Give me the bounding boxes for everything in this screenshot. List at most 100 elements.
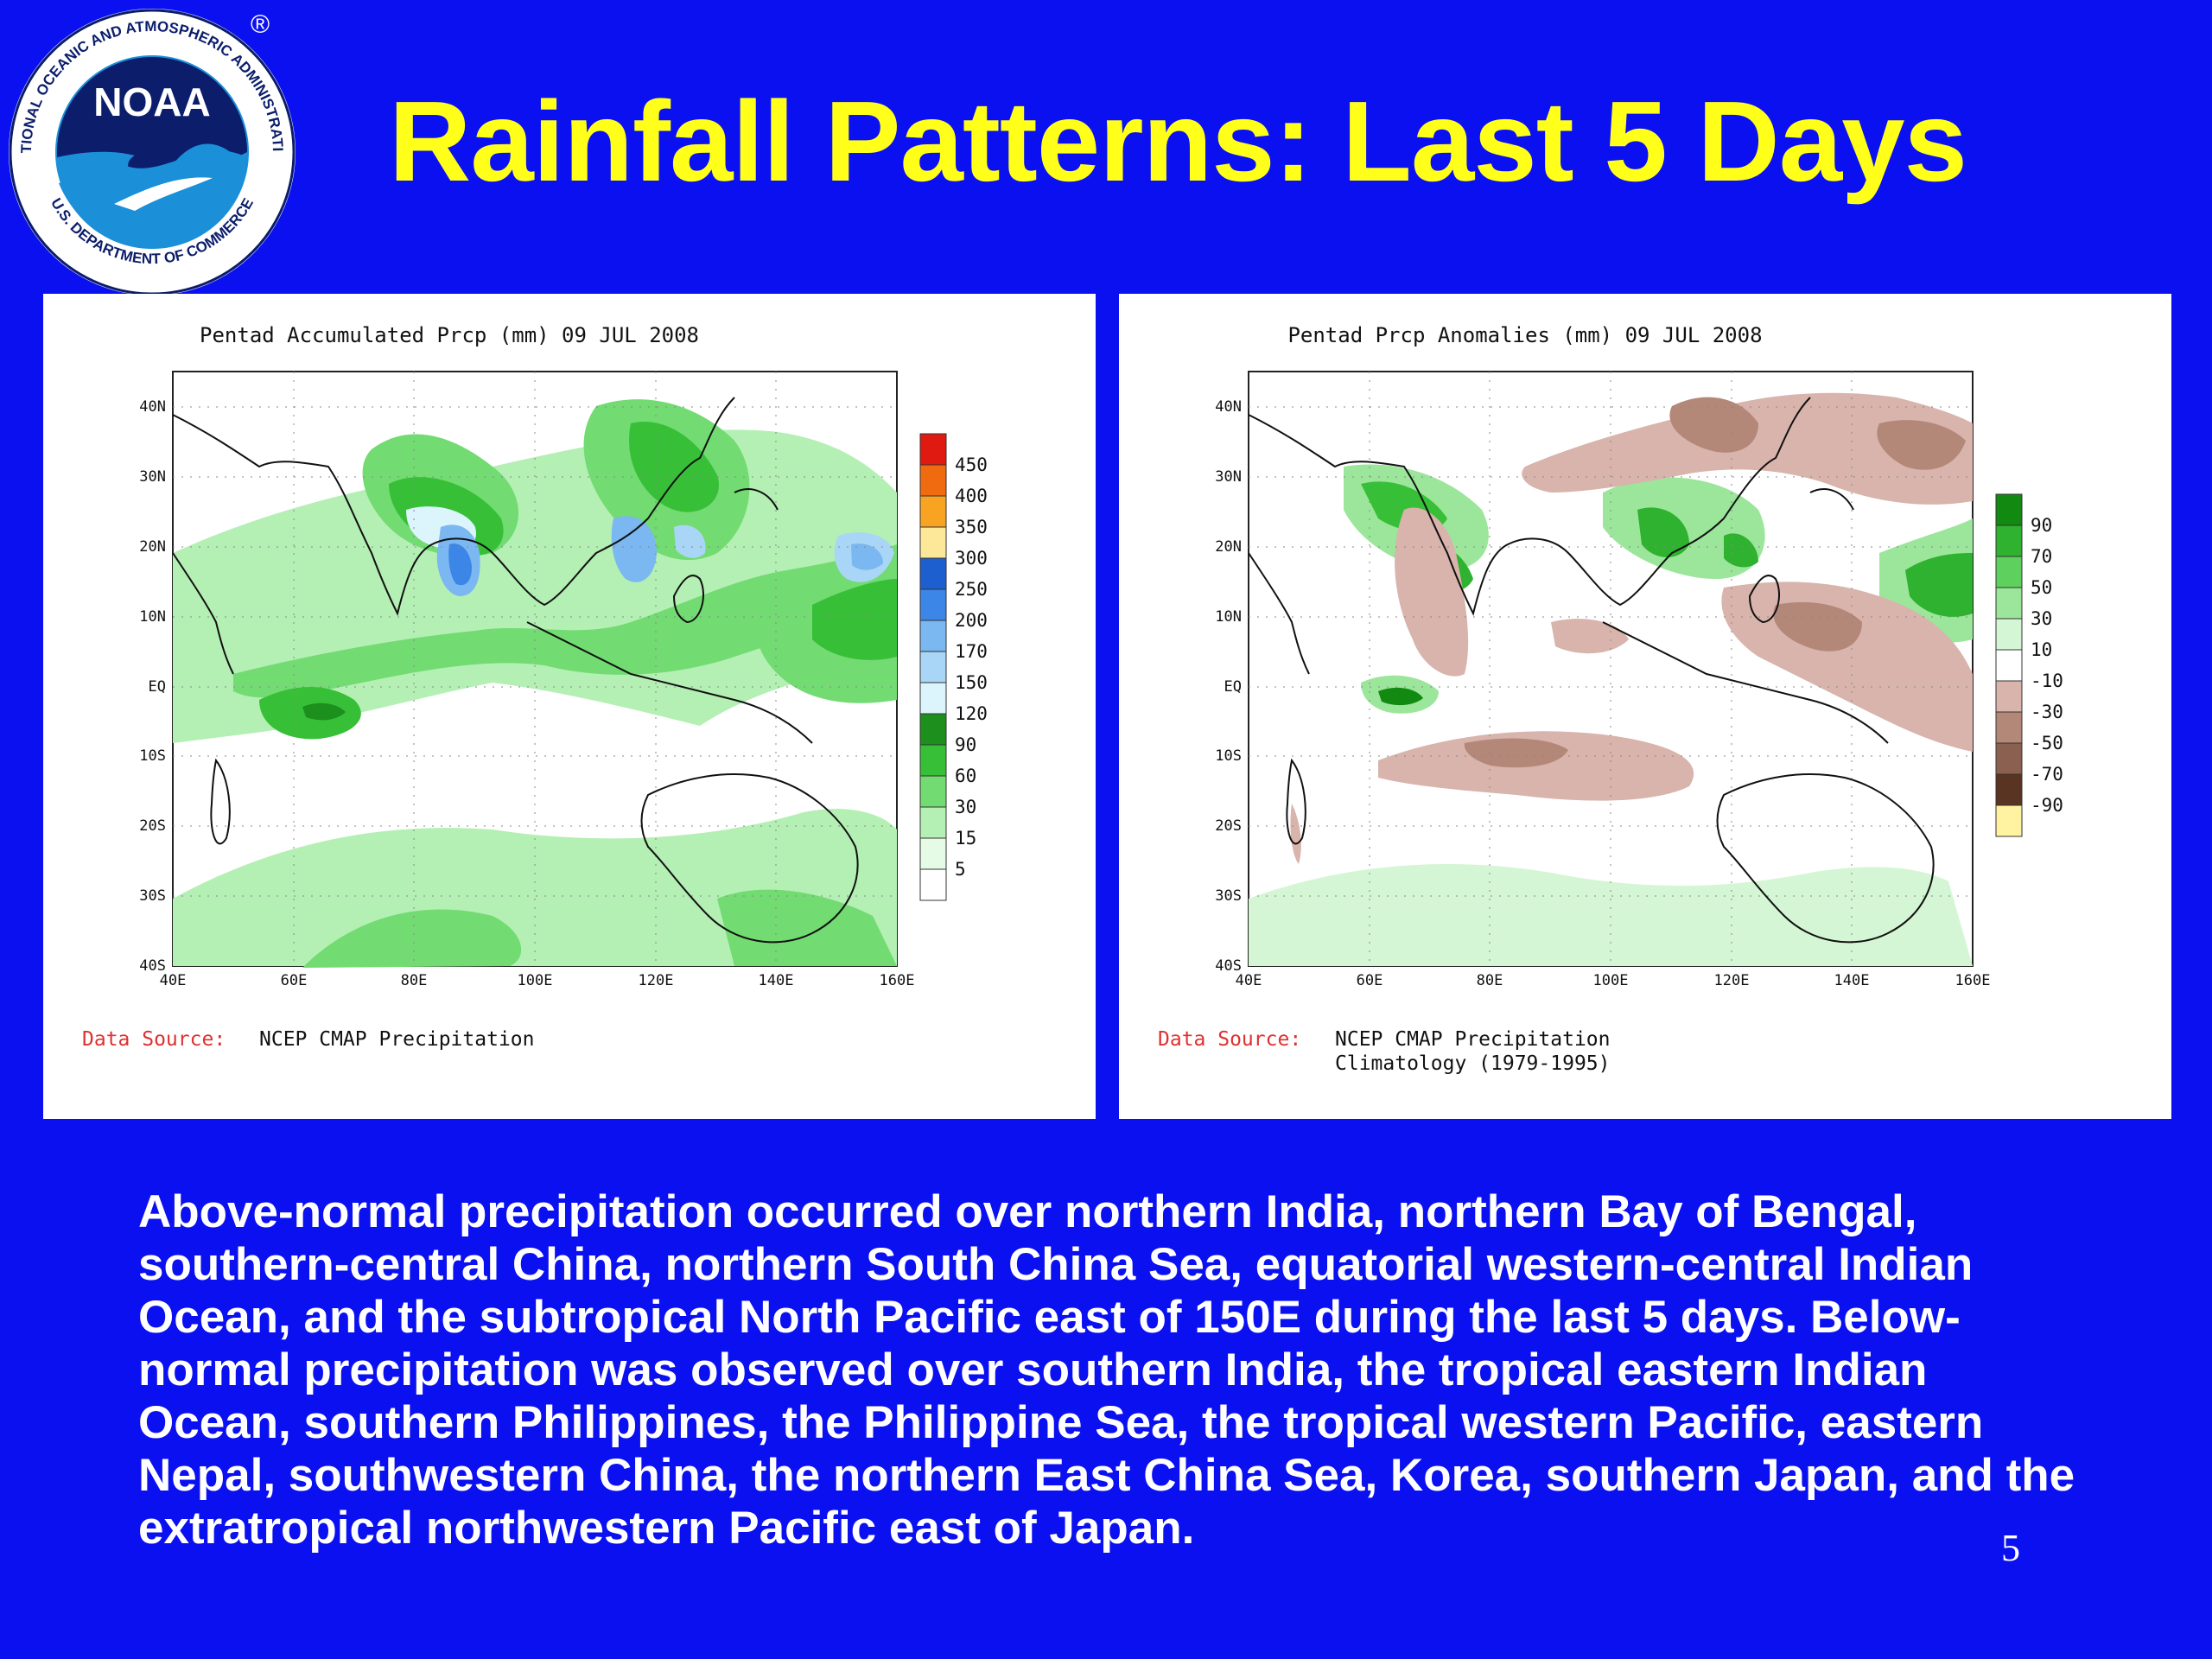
map-title: Pentad Prcp Anomalies (mm) 09 JUL 2008 <box>1287 323 1762 347</box>
coastlines <box>1248 397 1935 944</box>
precip-shading <box>173 399 897 968</box>
colorbar-swatch <box>919 588 947 621</box>
colorbar-swatch <box>919 868 947 901</box>
colorbar-swatch <box>919 713 947 746</box>
colorbar-label: 300 <box>955 548 988 569</box>
lat-tick: 10N <box>139 608 166 626</box>
lat-tick: 20S <box>139 817 166 835</box>
lat-tick: 10S <box>139 747 166 765</box>
colorbar-label: 90 <box>2031 515 2052 536</box>
colorbar-swatch <box>1995 680 2023 713</box>
colorbar-swatch <box>919 837 947 870</box>
lat-tick: 10N <box>1215 608 1242 626</box>
colorbar-label: -90 <box>2031 795 2063 816</box>
registered-mark: ® <box>251 10 270 39</box>
lat-tick: 40S <box>139 957 166 975</box>
lon-tick: 120E <box>1714 972 1750 989</box>
lon-tick: 100E <box>518 972 553 989</box>
colorbar-swatch <box>1995 587 2023 620</box>
lat-tick: 30N <box>1215 468 1242 486</box>
colorbar-label: -50 <box>2031 733 2063 753</box>
page-title: Rainfall Patterns: Last 5 Days <box>389 78 1967 205</box>
lat-tick: 10S <box>1215 747 1242 765</box>
colorbar-swatch <box>1995 618 2023 651</box>
colorbar-label: 30 <box>955 797 976 817</box>
colorbar-label: 5 <box>955 859 966 880</box>
lon-tick: 160E <box>1955 972 1991 989</box>
colorbar-label: 250 <box>955 579 988 600</box>
climatology-note: Climatology (1979-1995) <box>1335 1052 1611 1075</box>
lat-axis-labels: 40N 30N 20N 10N EQ 10S 20S 30S 40S <box>1215 398 1242 975</box>
lat-tick: 40S <box>1215 957 1242 975</box>
lon-tick: 80E <box>1477 972 1503 989</box>
data-source-value: NCEP CMAP Precipitation <box>1335 1028 1611 1051</box>
data-source-value: NCEP CMAP Precipitation <box>259 1028 535 1051</box>
colorbar-swatch <box>919 744 947 777</box>
lat-axis-labels: 40N 30N 20N 10N EQ 10S 20S 30S 40S <box>139 398 166 975</box>
lat-tick: 40N <box>139 398 166 416</box>
colorbar-swatch <box>1995 556 2023 588</box>
colorbar-label: 120 <box>955 703 988 724</box>
colorbar-label: -30 <box>2031 702 2063 722</box>
colorbar-label: 150 <box>955 672 988 693</box>
colorbar-swatch <box>919 433 947 466</box>
colorbar-swatch <box>919 495 947 528</box>
colorbar-label: 450 <box>955 454 988 475</box>
map-panel-accumulated: Pentad Accumulated Prcp (mm) 09 JUL 2008 <box>43 294 1096 1119</box>
colorbar-swatch <box>1995 742 2023 775</box>
colorbar-swatch <box>1995 524 2023 557</box>
colorbar-swatch <box>1995 493 2023 526</box>
colorbar-label: 60 <box>955 766 976 786</box>
lat-tick: 30N <box>139 468 166 486</box>
data-source-label: Data Source: <box>1158 1028 1301 1051</box>
lon-tick: 80E <box>401 972 428 989</box>
accumulated-precip-map: Pentad Accumulated Prcp (mm) 09 JUL 2008 <box>82 323 988 1051</box>
anomaly-colorbar: 90 70 50 30 10 -10 -30 -50 -70 -90 <box>1995 493 2063 837</box>
lon-tick: 160E <box>880 972 915 989</box>
colorbar-label: 70 <box>2031 546 2052 567</box>
coastlines <box>172 397 859 944</box>
lon-axis-labels: 40E 60E 80E 100E 120E 140E 160E <box>160 972 915 989</box>
colorbar-swatch <box>1995 804 2023 837</box>
colorbar-swatch <box>919 557 947 590</box>
lat-tick: 30S <box>139 887 166 905</box>
colorbar-label: 50 <box>2031 577 2052 598</box>
colorbar-label: 200 <box>955 610 988 631</box>
colorbar-swatch <box>919 775 947 808</box>
lon-axis-labels: 40E 60E 80E 100E 120E 140E 160E <box>1236 972 1991 989</box>
colorbar-label: 350 <box>955 517 988 537</box>
lat-tick: EQ <box>1224 678 1242 696</box>
lon-tick: 100E <box>1593 972 1629 989</box>
lat-tick: 40N <box>1215 398 1242 416</box>
data-source-label: Data Source: <box>82 1028 226 1051</box>
lon-tick: 60E <box>1357 972 1383 989</box>
colorbar-swatch <box>919 526 947 559</box>
lat-tick: 20N <box>1215 538 1242 556</box>
colorbar-swatch <box>919 651 947 683</box>
precip-colorbar: 450 400 350 300 250 200 170 150 120 90 60 30 15 5 <box>919 433 988 901</box>
page-number: 5 <box>2001 1527 2020 1569</box>
anomaly-shading <box>1249 392 1973 966</box>
map-panel-anomalies: Pentad Prcp Anomalies (mm) 09 JUL 2008 <box>1119 294 2171 1119</box>
colorbar-label: -70 <box>2031 764 2063 785</box>
colorbar-label: 90 <box>955 734 976 755</box>
colorbar-label: 170 <box>955 641 988 662</box>
lon-tick: 120E <box>639 972 674 989</box>
colorbar-swatch <box>919 464 947 497</box>
lat-tick: 30S <box>1215 887 1242 905</box>
map-title: Pentad Accumulated Prcp (mm) 09 JUL 2008 <box>200 323 699 347</box>
colorbar-label: 400 <box>955 486 988 506</box>
lat-tick: 20S <box>1215 817 1242 835</box>
colorbar-swatch <box>919 620 947 652</box>
lat-tick: 20N <box>139 538 166 556</box>
colorbar-swatch <box>1995 773 2023 806</box>
lon-tick: 40E <box>160 972 187 989</box>
colorbar-label: -10 <box>2031 671 2063 691</box>
lon-tick: 140E <box>759 972 794 989</box>
colorbar-swatch <box>919 806 947 839</box>
colorbar-swatch <box>1995 649 2023 682</box>
lon-tick: 140E <box>1834 972 1870 989</box>
colorbar-label: 30 <box>2031 608 2052 629</box>
lat-tick: EQ <box>149 678 166 696</box>
colorbar-label: 15 <box>955 828 976 849</box>
